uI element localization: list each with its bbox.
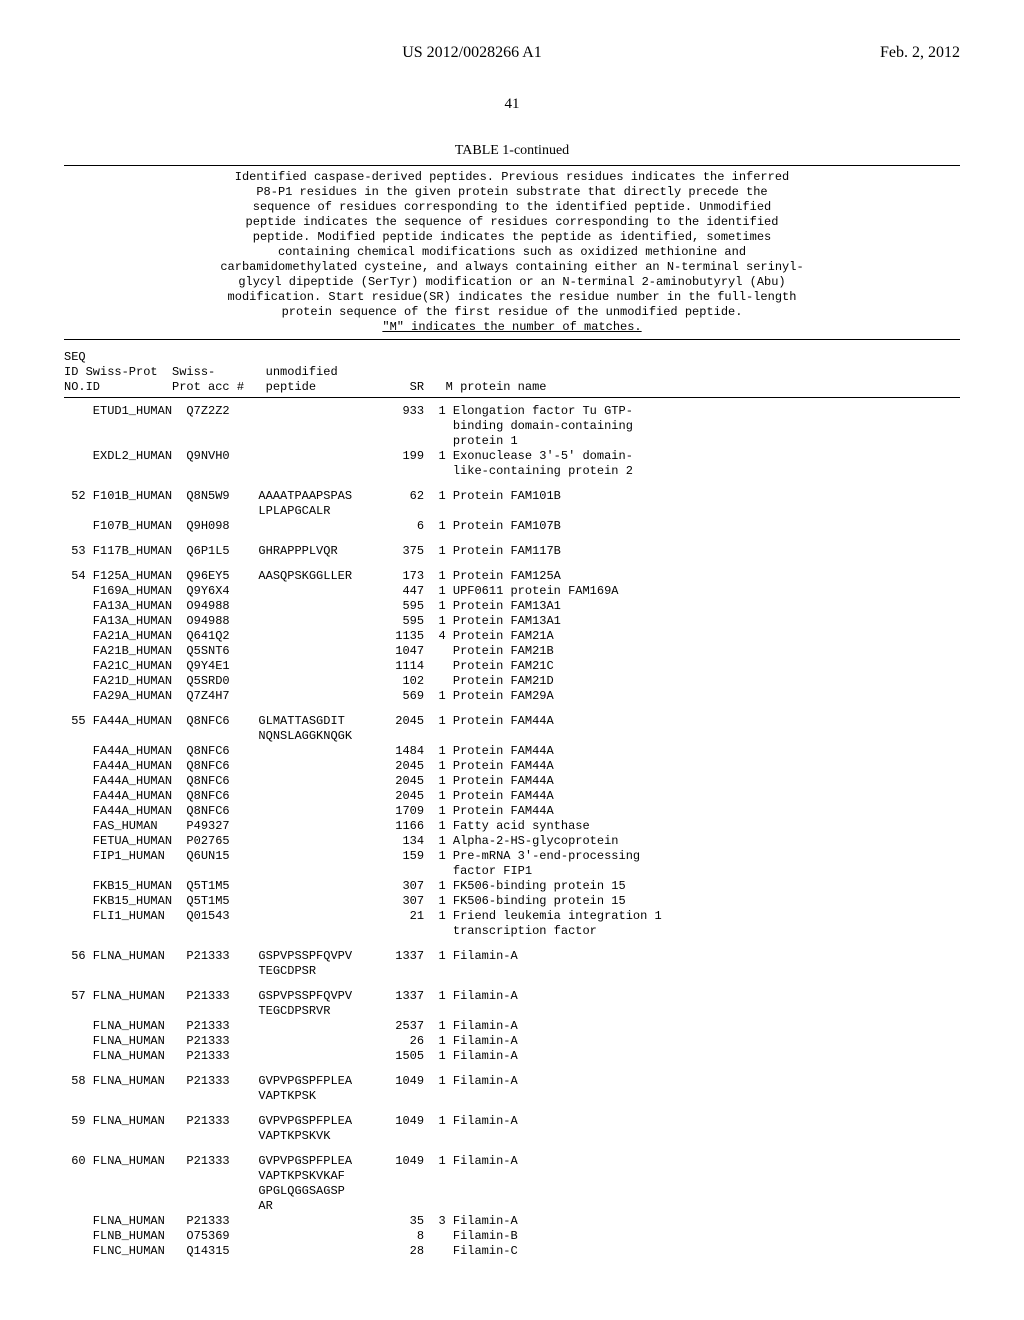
table-row: FLNA_HUMAN P21333 1505 1 Filamin-A — [64, 1049, 960, 1064]
table-row: FA13A_HUMAN O94988 595 1 Protein FAM13A1 — [64, 614, 960, 629]
table-row: VAPTKPSKVK — [64, 1129, 960, 1144]
table-row: VAPTKPSKVKAF — [64, 1169, 960, 1184]
table-row: FA21B_HUMAN Q5SNT6 1047 Protein FAM21B — [64, 644, 960, 659]
group-gap — [64, 704, 960, 714]
table-row: protein 1 — [64, 434, 960, 449]
table-row: FLNB_HUMAN O75369 8 Filamin-B — [64, 1229, 960, 1244]
table-row: VAPTKPSK — [64, 1089, 960, 1104]
table-row: TEGCDPSR — [64, 964, 960, 979]
group-gap — [64, 534, 960, 544]
table-row: binding domain-containing — [64, 419, 960, 434]
table-row: 55 FA44A_HUMAN Q8NFC6 GLMATTASGDIT 2045 … — [64, 714, 960, 729]
table-row: GPGLQGGSAGSP — [64, 1184, 960, 1199]
table-row: 56 FLNA_HUMAN P21333 GSPVPSSPFQVPV 1337 … — [64, 949, 960, 964]
table-body: ETUD1_HUMAN Q7Z2Z2 933 1 Elongation fact… — [64, 398, 960, 1259]
table-caption: Identified caspase-derived peptides. Pre… — [64, 165, 960, 340]
table-row: FA44A_HUMAN Q8NFC6 1709 1 Protein FAM44A — [64, 804, 960, 819]
table-row: F169A_HUMAN Q9Y6X4 447 1 UPF0611 protein… — [64, 584, 960, 599]
table-row: 53 F117B_HUMAN Q6P1L5 GHRAPPPLVQR 375 1 … — [64, 544, 960, 559]
page-header: US 2012/0028266 A1 Feb. 2, 2012 — [64, 44, 960, 62]
table-row: 52 F101B_HUMAN Q8N5W9 AAAATPAAPSPAS 62 1… — [64, 489, 960, 504]
table-row: F107B_HUMAN Q9H098 6 1 Protein FAM107B — [64, 519, 960, 534]
table-row: EXDL2_HUMAN Q9NVH0 199 1 Exonuclease 3'-… — [64, 449, 960, 464]
caption-line: glycyl dipeptide (SerTyr) modification o… — [70, 275, 954, 290]
table-row: factor FIP1 — [64, 864, 960, 879]
table-row: FIP1_HUMAN Q6UN15 159 1 Pre-mRNA 3'-end-… — [64, 849, 960, 864]
table-row: FA44A_HUMAN Q8NFC6 2045 1 Protein FAM44A — [64, 759, 960, 774]
group-gap — [64, 559, 960, 569]
table-row: FAS_HUMAN P49327 1166 1 Fatty acid synth… — [64, 819, 960, 834]
table-row: like-containing protein 2 — [64, 464, 960, 479]
caption-line: peptide indicates the sequence of residu… — [70, 215, 954, 230]
table-row: FETUA_HUMAN P02765 134 1 Alpha-2-HS-glyc… — [64, 834, 960, 849]
table-row: NQNSLAGGKNQGK — [64, 729, 960, 744]
table-row: LPLAPGCALR — [64, 504, 960, 519]
table-row: FLNA_HUMAN P21333 26 1 Filamin-A — [64, 1034, 960, 1049]
table-row: 58 FLNA_HUMAN P21333 GVPVPGSPFPLEA 1049 … — [64, 1074, 960, 1089]
group-gap — [64, 1104, 960, 1114]
table-row: FA29A_HUMAN Q7Z4H7 569 1 Protein FAM29A — [64, 689, 960, 704]
table-row: FA44A_HUMAN Q8NFC6 1484 1 Protein FAM44A — [64, 744, 960, 759]
page-number: 41 — [64, 96, 960, 113]
table-row: TEGCDPSRVR — [64, 1004, 960, 1019]
page: US 2012/0028266 A1 Feb. 2, 2012 41 TABLE… — [0, 0, 1024, 1299]
table-row: FLNA_HUMAN P21333 2537 1 Filamin-A — [64, 1019, 960, 1034]
caption-line-underlined: "M" indicates the number of matches. — [70, 320, 954, 335]
caption-line: protein sequence of the first residue of… — [70, 305, 954, 320]
table-row: 57 FLNA_HUMAN P21333 GSPVPSSPFQVPV 1337 … — [64, 989, 960, 1004]
table-row: FA44A_HUMAN Q8NFC6 2045 1 Protein FAM44A — [64, 789, 960, 804]
table-row: 54 F125A_HUMAN Q96EY5 AASQPSKGGLLER 173 … — [64, 569, 960, 584]
caption-line: Identified caspase-derived peptides. Pre… — [70, 170, 954, 185]
table-row: FA21C_HUMAN Q9Y4E1 1114 Protein FAM21C — [64, 659, 960, 674]
caption-line: modification. Start residue(SR) indicate… — [70, 290, 954, 305]
caption-line: containing chemical modifications such a… — [70, 245, 954, 260]
group-gap — [64, 979, 960, 989]
group-gap — [64, 479, 960, 489]
table-row: 60 FLNA_HUMAN P21333 GVPVPGSPFPLEA 1049 … — [64, 1154, 960, 1169]
table-row: FLI1_HUMAN Q01543 21 1 Friend leukemia i… — [64, 909, 960, 924]
publication-date: Feb. 2, 2012 — [880, 44, 960, 62]
table-label: TABLE 1-continued — [64, 143, 960, 159]
caption-line: carbamidomethylated cysteine, and always… — [70, 260, 954, 275]
table-row: transcription factor — [64, 924, 960, 939]
table-row: FKB15_HUMAN Q5T1M5 307 1 FK506-binding p… — [64, 879, 960, 894]
caption-line: peptide. Modified peptide indicates the … — [70, 230, 954, 245]
caption-line: sequence of residues corresponding to th… — [70, 200, 954, 215]
table-row: FA21D_HUMAN Q5SRD0 102 Protein FAM21D — [64, 674, 960, 689]
group-gap — [64, 1144, 960, 1154]
table-row: FA44A_HUMAN Q8NFC6 2045 1 Protein FAM44A — [64, 774, 960, 789]
table-row: AR — [64, 1199, 960, 1214]
table-row: 59 FLNA_HUMAN P21333 GVPVPGSPFPLEA 1049 … — [64, 1114, 960, 1129]
group-gap — [64, 1064, 960, 1074]
publication-number: US 2012/0028266 A1 — [402, 44, 542, 62]
table-row: FLNC_HUMAN Q14315 28 Filamin-C — [64, 1244, 960, 1259]
table-row: FLNA_HUMAN P21333 35 3 Filamin-A — [64, 1214, 960, 1229]
column-headers: SEQ ID Swiss-Prot Swiss- unmodified NO.I… — [64, 340, 960, 398]
table-row: ETUD1_HUMAN Q7Z2Z2 933 1 Elongation fact… — [64, 404, 960, 419]
table-row: FKB15_HUMAN Q5T1M5 307 1 FK506-binding p… — [64, 894, 960, 909]
table-row: FA13A_HUMAN O94988 595 1 Protein FAM13A1 — [64, 599, 960, 614]
table-row: FA21A_HUMAN Q641Q2 1135 4 Protein FAM21A — [64, 629, 960, 644]
group-gap — [64, 939, 960, 949]
caption-line: P8-P1 residues in the given protein subs… — [70, 185, 954, 200]
